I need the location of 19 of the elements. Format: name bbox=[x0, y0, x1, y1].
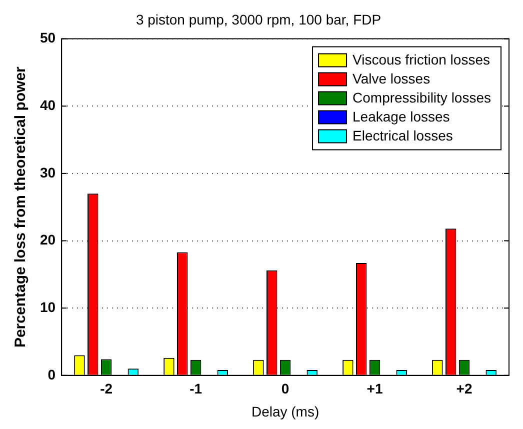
x-tick-label: +1 bbox=[366, 380, 383, 397]
x-tick-label: +2 bbox=[456, 380, 472, 397]
y-tick-label: 10 bbox=[40, 298, 56, 315]
x-tick-label: 0 bbox=[281, 380, 290, 397]
y-axis-title: Percentage loss from theoretical power bbox=[12, 66, 30, 348]
y-tick-label: 30 bbox=[40, 164, 56, 180]
chart-title: 3 piston pump, 3000 rpm, 100 bar, FDP bbox=[136, 11, 382, 28]
x-tick-label: -2 bbox=[100, 380, 113, 397]
y-tick-label: 50 bbox=[40, 30, 56, 46]
legend-label: Leakage losses bbox=[352, 108, 450, 125]
x-axis-title: Delay (ms) bbox=[251, 403, 320, 420]
y-tick-label: 20 bbox=[40, 232, 56, 248]
legend-label: Compressibility losses bbox=[352, 90, 491, 106]
legend-label: Electrical losses bbox=[352, 128, 453, 144]
x-tick-label: -1 bbox=[190, 380, 202, 397]
y-tick-label: 40 bbox=[40, 96, 56, 113]
y-tick-label: 0 bbox=[48, 366, 56, 382]
legend-label: Viscous friction losses bbox=[352, 52, 490, 68]
legend-label: Valve losses bbox=[352, 70, 430, 87]
